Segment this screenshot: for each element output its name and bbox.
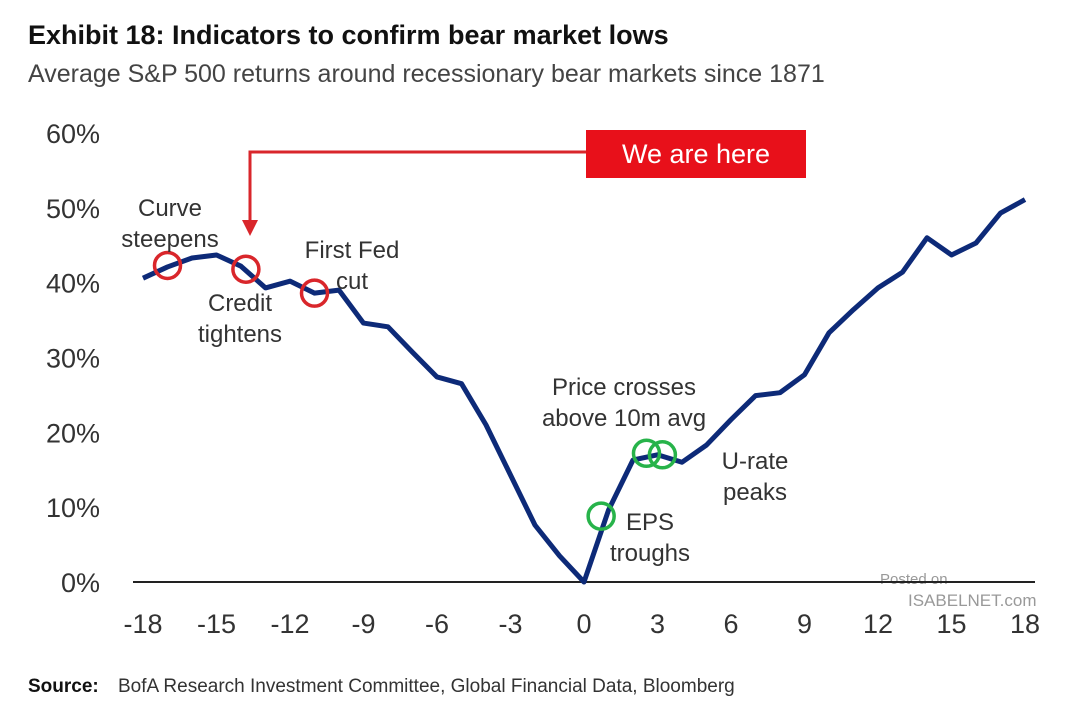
source: BofA Research Investment Committee, Glob…: [118, 676, 735, 697]
callout-text: We are here: [622, 139, 770, 169]
chart-title: Exhibit 18: Indicators to confirm bear m…: [28, 20, 669, 50]
y-tick-label: 30%: [46, 344, 100, 374]
annotation: First Fed: [305, 237, 400, 264]
line: [141, 197, 1027, 585]
marker: [631, 438, 662, 469]
marker: [231, 254, 261, 284]
y-tick-label: 50%: [46, 194, 100, 224]
callout-box: [586, 130, 806, 178]
chart-subtitle: Average S&P 500 returns around recession…: [28, 60, 825, 88]
x-tick-label: 3: [650, 609, 665, 639]
x-tick-label: -9: [351, 609, 375, 639]
annotation: Curve: [138, 195, 202, 222]
marker: [647, 440, 678, 470]
x-tick-label: -15: [197, 609, 236, 639]
y-tick-label: 10%: [46, 493, 100, 523]
y-tick-label: 0%: [61, 568, 100, 598]
x-tick-label: -18: [123, 609, 162, 639]
annotation: above 10m avg: [542, 405, 706, 432]
x-tick-label: -12: [270, 609, 309, 639]
marker: [299, 278, 330, 308]
marker: [586, 501, 616, 531]
annotation: U-rate: [722, 448, 789, 475]
x-tick-label: 9: [797, 609, 812, 639]
callout-arrow: [248, 150, 586, 222]
annotation: tightens: [198, 321, 282, 348]
annotation: cut: [336, 268, 368, 295]
x-tick-label: 6: [723, 609, 738, 639]
annotation: Credit: [208, 290, 272, 317]
x-tick-label: -3: [498, 609, 522, 639]
annotation: Price crosses: [552, 374, 696, 401]
x-tick-label: 12: [863, 609, 893, 639]
y-tick-label: 40%: [46, 269, 100, 299]
x-tick-label: 18: [1010, 609, 1040, 639]
annotation: steepens: [121, 226, 218, 253]
watermark: Posted on: [880, 571, 948, 588]
x-tick-label: 0: [576, 609, 591, 639]
x-tick-label: 15: [936, 609, 966, 639]
watermark: ISABELNET.com: [908, 591, 1037, 610]
callout-arrowhead: [242, 220, 258, 236]
annotation: peaks: [723, 479, 787, 506]
source-label: Source:: [28, 676, 99, 697]
x-tick-label: -6: [425, 609, 449, 639]
marker: [152, 250, 183, 281]
y-tick-label: 20%: [46, 418, 100, 448]
y-tick-label: 60%: [46, 119, 100, 149]
annotation: troughs: [610, 540, 690, 567]
annotation: EPS: [626, 509, 674, 536]
